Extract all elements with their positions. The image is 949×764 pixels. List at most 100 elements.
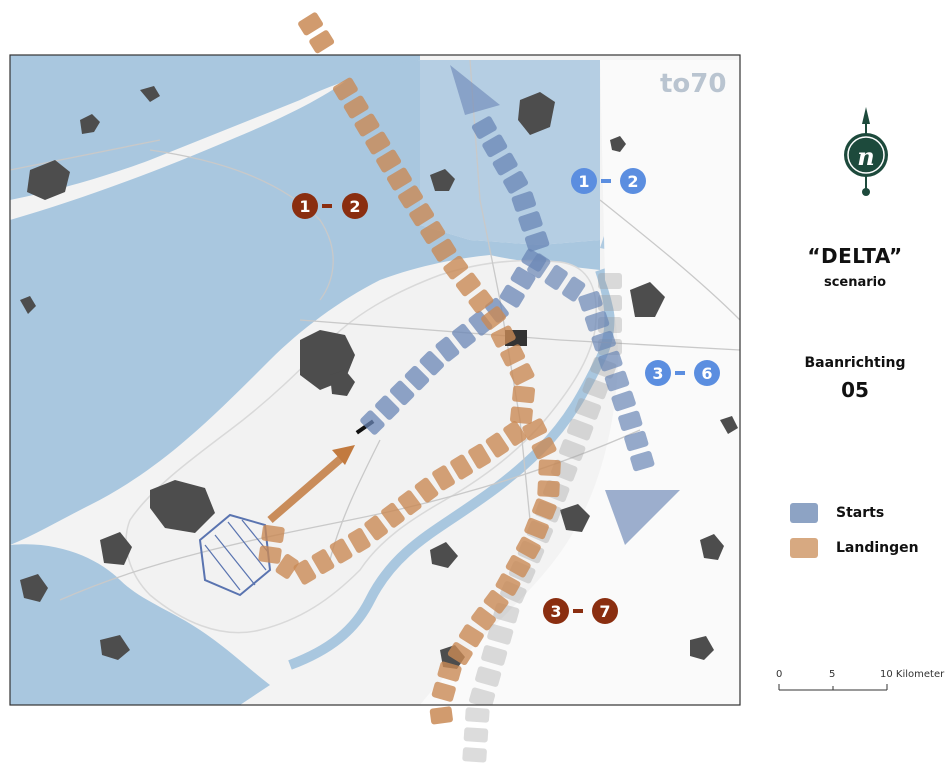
start-route-block — [511, 191, 537, 212]
landing-route-block — [483, 590, 509, 614]
landing-route-block — [515, 536, 541, 560]
landing-route-block — [364, 515, 388, 541]
start-route-block — [471, 116, 497, 139]
landing-route-block — [386, 167, 412, 191]
land-east — [420, 60, 740, 705]
water-ijsselmeer — [10, 60, 600, 545]
legend-label-landings: Landingen — [836, 540, 919, 556]
landing-route-block — [261, 524, 285, 543]
legend-swatch-landings — [790, 538, 818, 558]
urban-areas — [20, 86, 738, 669]
start-route-block — [591, 330, 616, 352]
scenario-title: “DELTA” — [807, 244, 903, 268]
scale-tick-10: 10 Kilometer — [880, 669, 945, 680]
landing-route-block — [443, 255, 469, 280]
gray-route-block — [475, 666, 502, 687]
start-route-block — [503, 171, 529, 194]
start-route-block — [624, 430, 649, 452]
landing-route-block — [468, 289, 494, 314]
start-route-block — [482, 134, 508, 158]
starts-routes — [360, 116, 655, 472]
start-route-block — [524, 231, 550, 252]
route-label-start-east: 3 6 — [645, 360, 720, 386]
route-label-start-north: 1 2 — [571, 168, 646, 194]
landing-route-block — [376, 149, 402, 173]
gray-route-block — [481, 645, 508, 666]
landing-route-block — [293, 559, 317, 585]
scale-bar — [778, 684, 888, 691]
landing-route-block — [409, 203, 435, 227]
start-route-block — [604, 370, 630, 392]
gray-route-block — [598, 295, 622, 311]
svg-text:2: 2 — [349, 197, 360, 216]
landing-approach-stem — [267, 451, 348, 524]
logo-to70: to70 — [660, 69, 726, 99]
scale-tick-0: 0 — [776, 669, 783, 680]
svg-text:7: 7 — [599, 602, 610, 621]
landing-route-block — [490, 325, 516, 348]
svg-text:to70: to70 — [660, 69, 726, 99]
landing-route-block — [458, 624, 484, 648]
route-label-landing-south: 3 7 — [543, 598, 618, 624]
map-area — [9, 54, 741, 706]
landing-route-block — [347, 527, 371, 553]
outer-route-tails — [298, 12, 490, 763]
landing-route-tail-block — [298, 12, 323, 36]
scenario-subtitle: scenario — [823, 275, 887, 290]
landing-route-block — [495, 573, 521, 596]
start-route-block — [360, 410, 385, 435]
landing-route-block — [522, 418, 548, 441]
landing-route-block — [354, 113, 380, 137]
start-route-block — [452, 323, 476, 349]
landing-route-block — [485, 432, 509, 458]
landing-route-block — [481, 306, 506, 330]
landing-route-block — [275, 554, 299, 579]
start-route-block — [499, 284, 525, 308]
svg-text:3: 3 — [652, 364, 663, 383]
gray-route-tail-block — [465, 707, 490, 723]
start-route-block — [492, 152, 518, 176]
legend-swatch-starts — [790, 503, 818, 523]
svg-text:1: 1 — [578, 172, 589, 191]
start-route-block — [562, 276, 586, 302]
gray-route-tail-block — [463, 727, 489, 743]
gray-route-tail-block — [462, 747, 487, 763]
landing-route-block — [420, 220, 446, 244]
landing-route-block — [500, 344, 526, 367]
landing-route-block — [332, 77, 358, 101]
landing-route-tail-block — [429, 706, 453, 725]
start-route-block — [468, 310, 493, 336]
gray-route-block — [598, 273, 622, 289]
start-route-block — [419, 350, 445, 376]
start-route-block — [598, 350, 623, 372]
water-top-lake — [420, 60, 600, 245]
runway-label: Baanrichting — [804, 355, 906, 371]
landing-route-block — [531, 437, 557, 460]
landing-route-block — [329, 538, 353, 564]
start-route-block — [510, 266, 536, 290]
landing-route-block — [431, 238, 457, 262]
landing-route-block — [532, 498, 557, 520]
landing-route-tail-block — [309, 30, 335, 54]
start-route-block — [584, 310, 610, 332]
landing-route-block — [431, 681, 456, 702]
landing-route-block — [414, 477, 439, 503]
landing-route-block — [455, 272, 481, 297]
legend-item-starts: Starts — [790, 502, 884, 524]
gray-route-block — [487, 624, 514, 645]
landing-route-block — [258, 545, 282, 564]
landing-route-block — [503, 421, 527, 446]
svg-text:2: 2 — [627, 172, 638, 191]
start-route-block — [578, 291, 603, 312]
svg-text:6: 6 — [701, 364, 712, 383]
gray-route-block — [566, 418, 594, 441]
gray-route-block — [469, 687, 496, 705]
scale-tick-5: 5 — [829, 669, 836, 680]
start-route-block — [527, 253, 551, 279]
landing-route-block — [447, 642, 473, 666]
gray-route-block — [558, 439, 586, 462]
start-route-block — [404, 365, 430, 391]
gray-route-block — [582, 377, 609, 400]
svg-text:3: 3 — [550, 602, 561, 621]
gray-route-block — [574, 398, 602, 420]
